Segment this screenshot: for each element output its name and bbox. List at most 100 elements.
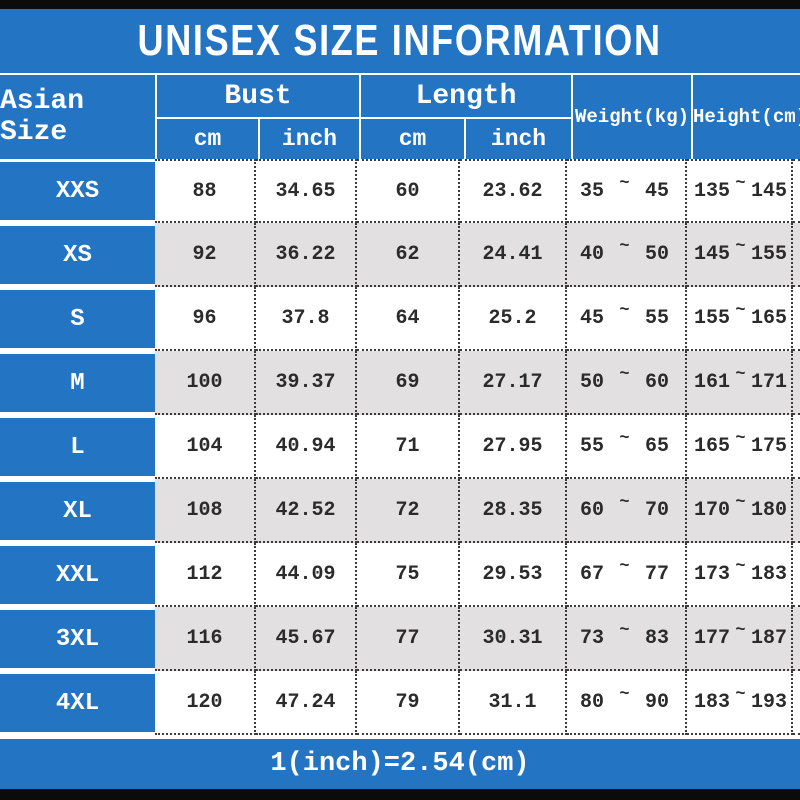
bust-inch-value: 36.22 (256, 223, 357, 287)
bust-cm-value: 104 (155, 415, 256, 479)
weight-min: 50 (580, 370, 605, 394)
title-bar: UNISEX SIZE INFORMATION (0, 9, 800, 73)
header-bust: Bust (157, 75, 359, 119)
bust-inch-value: 39.37 (256, 351, 357, 415)
table-row: M 100 39.37 69 27.17 50 ~ 60 161 ~ 171 (0, 351, 800, 415)
weight-range: 60 ~ 70 (567, 479, 687, 543)
height-max: 187 (750, 626, 787, 650)
height-range: 145 ~ 155 (687, 223, 793, 287)
height-max: 171 (750, 370, 787, 394)
height-min: 155 (694, 306, 731, 330)
height-range: 135 ~ 145 (687, 159, 793, 223)
length-cm-value: 62 (357, 223, 460, 287)
table-row: 4XL 120 47.24 79 31.1 80 ~ 90 183 ~ 193 (0, 671, 800, 735)
row-filler (793, 223, 800, 287)
bust-cm-value: 112 (155, 543, 256, 607)
table-row: XS 92 36.22 62 24.41 40 ~ 50 145 ~ 155 (0, 223, 800, 287)
bust-cm-value: 96 (155, 287, 256, 351)
weight-max: 65 (644, 434, 669, 458)
height-range: 183 ~ 193 (687, 671, 793, 735)
size-label: M (0, 351, 155, 415)
footer-bar: 1(inch)=2.54(cm) (0, 739, 800, 789)
row-filler (793, 159, 800, 223)
bust-inch-value: 47.24 (256, 671, 357, 735)
length-inch-value: 31.1 (460, 671, 567, 735)
length-cm-value: 60 (357, 159, 460, 223)
bust-inch-value: 34.65 (256, 159, 357, 223)
height-range: 177 ~ 187 (687, 607, 793, 671)
weight-min: 67 (580, 562, 605, 586)
length-cm-value: 75 (357, 543, 460, 607)
weight-min: 45 (580, 306, 605, 330)
header-group-bust: Bust cm inch (155, 75, 359, 159)
header-length-units: cm inch (361, 119, 571, 159)
size-label: XS (0, 223, 155, 287)
length-cm-value: 71 (357, 415, 460, 479)
header-bust-inch: inch (258, 119, 359, 159)
weight-min: 35 (580, 179, 605, 203)
length-cm-value: 77 (357, 607, 460, 671)
bust-cm-value: 116 (155, 607, 256, 671)
length-cm-value: 72 (357, 479, 460, 543)
weight-range: 45 ~ 55 (567, 287, 687, 351)
tilde-icon: ~ (619, 428, 630, 448)
height-max: 155 (750, 242, 787, 266)
bust-cm-value: 120 (155, 671, 256, 735)
tilde-icon: ~ (735, 428, 746, 448)
weight-max: 90 (644, 690, 669, 714)
height-min: 135 (694, 179, 731, 203)
header-height: Height(cm) (691, 75, 800, 159)
tilde-icon: ~ (619, 556, 630, 576)
length-inch-value: 30.31 (460, 607, 567, 671)
table-row: XL 108 42.52 72 28.35 60 ~ 70 170 ~ 180 (0, 479, 800, 543)
table-row: L 104 40.94 71 27.95 55 ~ 65 165 ~ 175 (0, 415, 800, 479)
header-bust-units: cm inch (157, 119, 359, 159)
length-inch-value: 23.62 (460, 159, 567, 223)
weight-max: 70 (644, 498, 669, 522)
weight-min: 40 (580, 242, 605, 266)
top-black-bar (0, 0, 800, 9)
weight-range: 50 ~ 60 (567, 351, 687, 415)
height-range: 155 ~ 165 (687, 287, 793, 351)
header-length-inch: inch (464, 119, 571, 159)
size-label: 3XL (0, 607, 155, 671)
tilde-icon: ~ (735, 364, 746, 384)
row-filler (793, 543, 800, 607)
weight-range: 80 ~ 90 (567, 671, 687, 735)
table-body: XXS 88 34.65 60 23.62 35 ~ 45 135 ~ 145 … (0, 159, 800, 735)
length-inch-value: 24.41 (460, 223, 567, 287)
table-row: XXL 112 44.09 75 29.53 67 ~ 77 173 ~ 183 (0, 543, 800, 607)
height-min: 145 (694, 242, 731, 266)
tilde-icon: ~ (619, 684, 630, 704)
tilde-icon: ~ (735, 300, 746, 320)
size-label: XL (0, 479, 155, 543)
bust-inch-value: 40.94 (256, 415, 357, 479)
height-max: 180 (750, 498, 787, 522)
size-label: L (0, 415, 155, 479)
height-range: 161 ~ 171 (687, 351, 793, 415)
length-cm-value: 69 (357, 351, 460, 415)
row-filler (793, 351, 800, 415)
weight-max: 55 (644, 306, 669, 330)
length-inch-value: 25.2 (460, 287, 567, 351)
header-length: Length (361, 75, 571, 119)
height-max: 145 (750, 179, 787, 203)
bust-inch-value: 42.52 (256, 479, 357, 543)
height-max: 175 (750, 434, 787, 458)
header-group-length: Length cm inch (359, 75, 571, 159)
table-row: 3XL 116 45.67 77 30.31 73 ~ 83 177 ~ 187 (0, 607, 800, 671)
bottom-black-bar (0, 789, 800, 800)
weight-max: 77 (644, 562, 669, 586)
weight-min: 73 (580, 626, 605, 650)
row-filler (793, 607, 800, 671)
length-inch-value: 27.95 (460, 415, 567, 479)
bust-inch-value: 45.67 (256, 607, 357, 671)
tilde-icon: ~ (619, 300, 630, 320)
weight-min: 60 (580, 498, 605, 522)
size-label: XXL (0, 543, 155, 607)
weight-max: 60 (644, 370, 669, 394)
table-header: Asian Size Bust cm inch Length cm inch W… (0, 75, 800, 159)
height-range: 170 ~ 180 (687, 479, 793, 543)
length-inch-value: 29.53 (460, 543, 567, 607)
